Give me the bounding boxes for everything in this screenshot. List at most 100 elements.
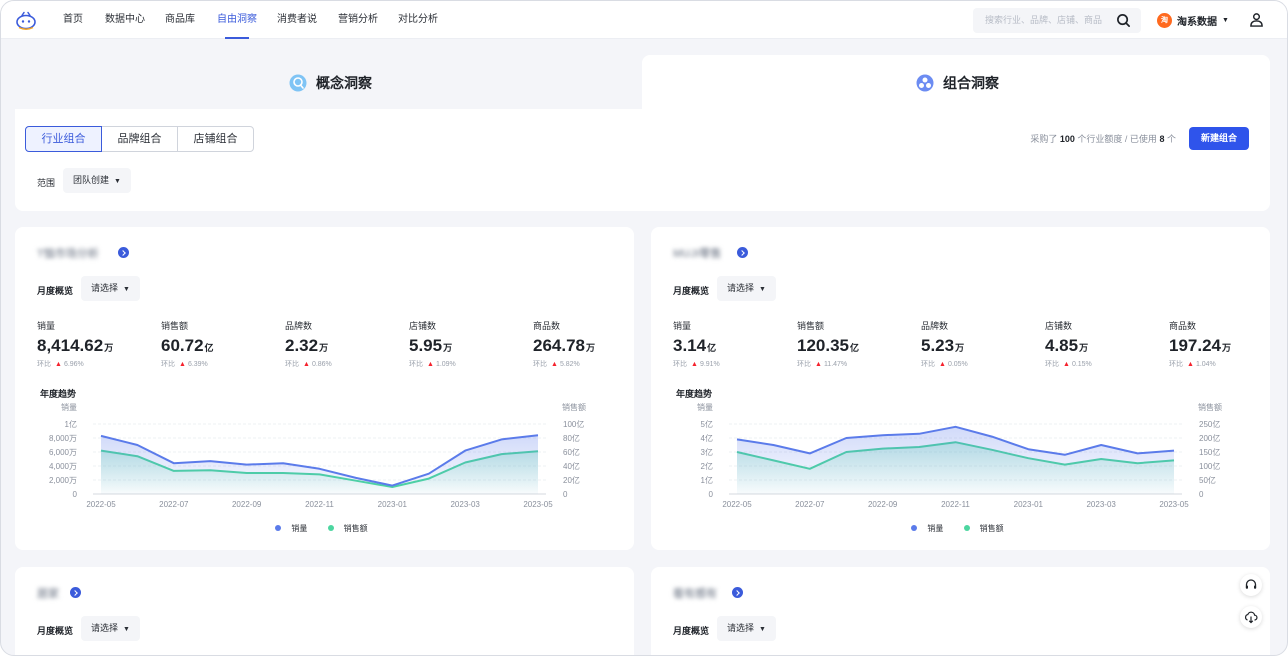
nav-item-product-library[interactable]: 商品库 [165,14,195,25]
arrow-right-icon[interactable] [118,247,129,258]
month-select[interactable]: 请选择 ▼ [717,276,776,301]
customer-service-button[interactable] [1240,574,1262,596]
metric-brand-count: 品牌数 5.23万 环比 ▲ 0.05% [921,319,1041,369]
tab-concept-insight[interactable]: 概念洞察 [15,55,641,109]
nav-item-comparison-analysis[interactable]: 对比分析 [398,14,438,25]
card-title: 居家 [37,588,59,600]
y-tick-label: 8,000万 [49,434,77,443]
metric-unit: 万 [1222,343,1232,353]
combination-card: 看有感有 月度概览 请选择 ▼ [651,567,1270,655]
left-axis-label: 销量 [61,402,77,412]
legend-label: 销量 [291,524,308,533]
metric-value: 2.32万 [285,336,405,356]
tab-combination-insight[interactable]: 组合洞察 [642,55,1270,109]
data-source-selector[interactable]: 淘 淘系数据 ▼ [1157,12,1229,28]
right-axis-label: 销售额 [1198,402,1222,412]
legend-label: 销售额 [343,524,368,533]
segment-store-combination[interactable]: 店铺组合 [177,126,254,152]
download-button[interactable] [1240,606,1262,628]
nav-item-data-center[interactable]: 数据中心 [105,14,145,25]
chart-legend: 销量 销售额 [15,523,634,534]
arrow-right-icon[interactable] [732,587,743,598]
nav-item-consumer-voice[interactable]: 消费者说 [277,14,317,25]
metric-number: 120.35 [797,336,849,355]
metric-unit: 亿 [850,343,860,353]
nav-item-home[interactable]: 首页 [63,14,83,25]
legend-item-sales-amount[interactable]: 销售额 [963,524,1010,533]
metric-unit: 亿 [204,343,214,353]
metric-number: 3.14 [673,336,707,355]
segment-brand-combination[interactable]: 品牌组合 [101,126,178,152]
logo-icon[interactable] [15,9,37,31]
data-source-label: 淘系数据 [1177,16,1217,28]
quota-info: 采购了 100 个行业额度 / 已使用 8 个 [1030,132,1176,145]
arrow-right-icon[interactable] [70,587,81,598]
segment-industry-combination[interactable]: 行业组合 [25,126,102,152]
trend-chart: 销量 销售额 0 0 2,000万 20亿 4,000万 40亿 6,000万 60亿 8,000万… [49,402,586,509]
x-tick-label: 2022-09 [232,500,262,509]
metric-number: 264.78 [533,336,585,355]
y-tick-label: 1亿 [65,419,77,429]
x-tick-label: 2022-07 [159,500,189,509]
trend-up-icon: ▲ [55,361,62,368]
x-tick-label: 2022-05 [722,500,752,509]
legend-item-sales-volume[interactable]: 销量 [275,524,313,533]
change-value: 9.91% [699,361,720,368]
metric-change: 环比 ▲ 1.09% [409,359,529,369]
metric-number: 5.23 [921,336,955,355]
month-select[interactable]: 请选择 ▼ [81,616,140,641]
x-tick-label: 2023-03 [1086,500,1116,509]
nav-item-marketing-analysis[interactable]: 营销分析 [338,14,378,25]
change-label: 环比 [409,361,423,368]
legend-label: 销量 [927,524,944,533]
metric-label: 销售额 [797,321,825,331]
y-tick-label: 5亿 [701,419,713,429]
quota-middle: 个行业额度 / 已使用 [1077,134,1157,144]
user-icon[interactable] [1249,12,1264,27]
annual-trend-label: 年度趋势 [676,389,713,399]
card-title: 看有感有 [673,588,717,600]
trend-up-icon: ▲ [815,361,822,368]
cloud-download-icon [1244,611,1258,624]
change-value: 0.86% [311,361,332,368]
search-icon[interactable] [1116,13,1131,28]
change-value: 1.09% [435,361,456,368]
metric-number: 8,414.62 [37,336,104,355]
metric-label: 商品数 [1169,321,1197,331]
caret-down-icon: ▼ [759,626,766,633]
trend-chart: 销量 销售额 0 0 1亿 50亿 2亿 100亿 3亿 150亿 4亿 200亿 5亿 250亿 2022… [697,402,1222,509]
month-select[interactable]: 请选择 ▼ [81,276,140,301]
new-combination-button[interactable]: 新建组合 [1189,127,1249,150]
metric-value: 8,414.62万 [37,336,157,356]
caret-down-icon: ▼ [123,286,130,293]
metric-brand-count: 品牌数 2.32万 环比 ▲ 0.86% [285,319,405,369]
left-axis-label: 销量 [697,402,713,412]
trend-up-icon: ▲ [551,361,558,368]
metric-unit: 万 [955,343,965,353]
arrow-right-icon[interactable] [737,247,748,258]
series-area [101,435,538,494]
y2-tick-label: 40亿 [563,461,580,471]
change-label: 环比 [921,361,935,368]
scope-select[interactable]: 团队创建 ▼ [63,168,131,193]
y-tick-label: 4,000万 [49,462,77,471]
month-select[interactable]: 请选择 ▼ [717,616,776,641]
metric-label: 商品数 [533,321,561,331]
x-tick-label: 2022-05 [86,500,116,509]
metric-store-count: 店铺数 5.95万 环比 ▲ 1.09% [409,319,529,369]
x-tick-label: 2023-05 [523,500,553,509]
y-tick-label: 2,000万 [49,476,77,485]
change-value: 0.05% [947,361,968,368]
caret-down-icon: ▼ [759,286,766,293]
trend-up-icon: ▲ [939,361,946,368]
y2-tick-label: 200亿 [1199,433,1220,443]
month-overview-label: 月度概览 [673,286,710,296]
x-tick-label: 2022-07 [795,500,825,509]
legend-item-sales-volume[interactable]: 销量 [911,524,949,533]
legend-item-sales-amount[interactable]: 销售额 [327,524,374,533]
combination-card: 居家 月度概览 请选择 ▼ [15,567,634,655]
nav-item-free-insight[interactable]: 自由洞察 [217,1,257,39]
trend-up-icon: ▲ [1187,361,1194,368]
y2-tick-label: 100亿 [1199,461,1220,471]
search-input[interactable]: 搜索行业、品牌、店铺、商品 [973,8,1141,33]
